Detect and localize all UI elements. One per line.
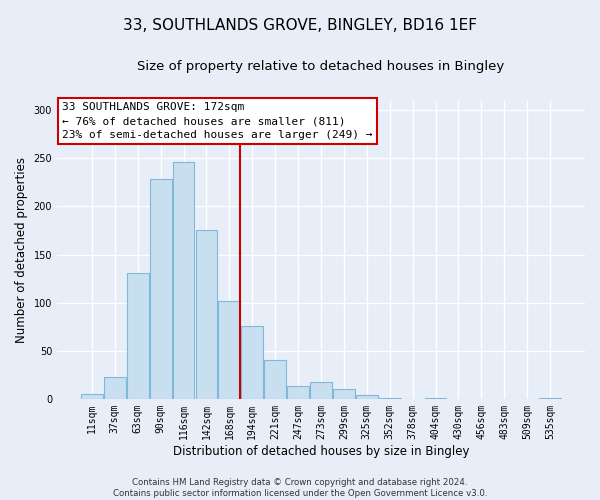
Text: 33 SOUTHLANDS GROVE: 172sqm
← 76% of detached houses are smaller (811)
23% of se: 33 SOUTHLANDS GROVE: 172sqm ← 76% of det… bbox=[62, 102, 373, 140]
Bar bbox=[150, 180, 172, 399]
X-axis label: Distribution of detached houses by size in Bingley: Distribution of detached houses by size … bbox=[173, 444, 469, 458]
Bar bbox=[265, 360, 286, 399]
Bar bbox=[104, 376, 126, 399]
Title: Size of property relative to detached houses in Bingley: Size of property relative to detached ho… bbox=[137, 60, 505, 73]
Y-axis label: Number of detached properties: Number of detached properties bbox=[15, 156, 28, 342]
Bar bbox=[196, 230, 217, 399]
Bar bbox=[356, 395, 378, 399]
Bar bbox=[81, 394, 103, 399]
Bar bbox=[218, 300, 240, 399]
Text: 33, SOUTHLANDS GROVE, BINGLEY, BD16 1EF: 33, SOUTHLANDS GROVE, BINGLEY, BD16 1EF bbox=[123, 18, 477, 32]
Bar bbox=[127, 273, 149, 399]
Bar bbox=[333, 389, 355, 399]
Bar bbox=[310, 382, 332, 399]
Bar bbox=[379, 398, 401, 399]
Bar bbox=[425, 398, 446, 399]
Bar bbox=[539, 398, 561, 399]
Text: Contains HM Land Registry data © Crown copyright and database right 2024.
Contai: Contains HM Land Registry data © Crown c… bbox=[113, 478, 487, 498]
Bar bbox=[287, 386, 309, 399]
Bar bbox=[241, 326, 263, 399]
Bar bbox=[173, 162, 194, 399]
